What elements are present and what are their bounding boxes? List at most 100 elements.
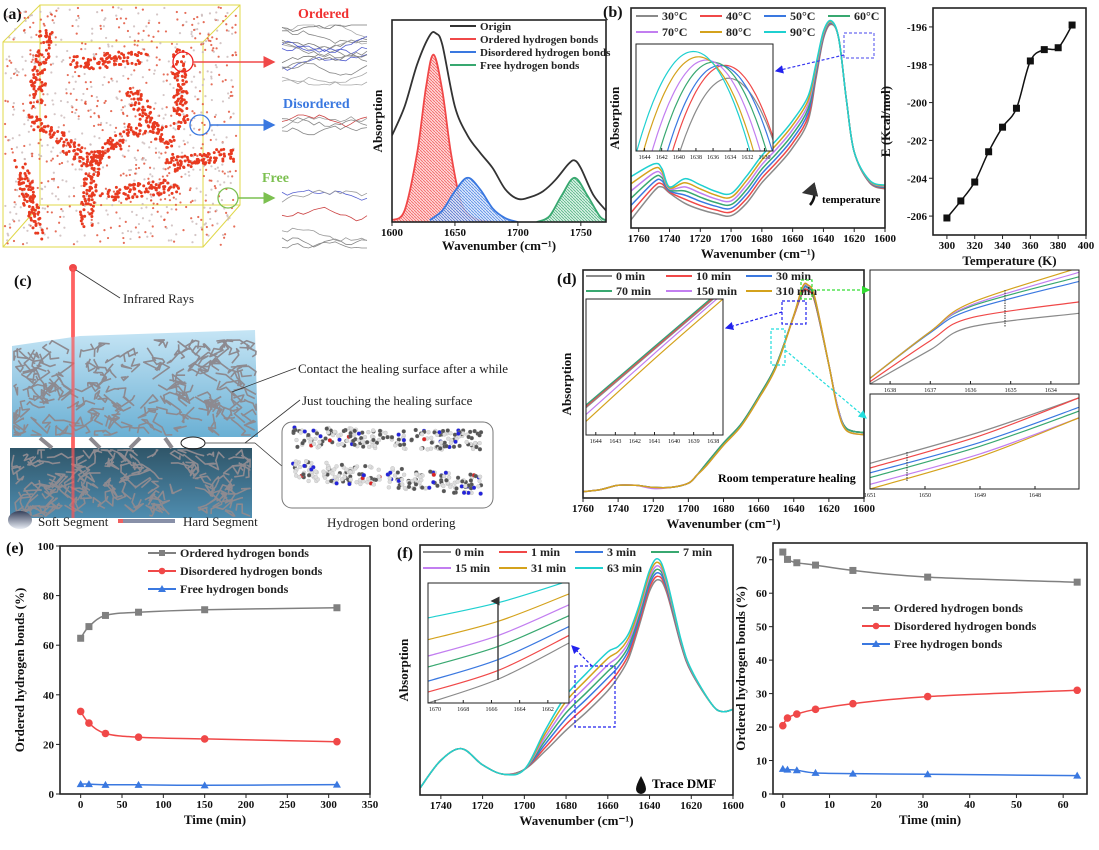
- x-tick-label: 1638: [707, 439, 719, 445]
- x-tick-label: 1740: [658, 233, 681, 245]
- legend-label: Ordered hydrogen bonds: [180, 546, 309, 560]
- simulation-box-image: [2, 4, 276, 248]
- x-tick-label: 1641: [649, 439, 661, 445]
- series-group: [392, 31, 606, 222]
- data-point-circle: [134, 733, 143, 742]
- data-point-circle: [85, 719, 93, 727]
- legend-item: Ordered hydrogen bonds: [862, 601, 1023, 615]
- data-point-square: [971, 178, 979, 186]
- series-group: [870, 270, 1079, 384]
- x-tick-label: 10: [824, 799, 836, 811]
- data-point-square: [783, 555, 791, 563]
- zoom-box: [574, 665, 616, 728]
- y-axis-title: Absorption: [559, 352, 574, 416]
- trace-dmf-annotation: Trace DMF: [652, 776, 716, 791]
- x-tick-label: 1760: [572, 503, 595, 515]
- legend-marker: [159, 550, 165, 556]
- x-axis-title: Wavenumber (cm⁻¹): [666, 516, 780, 531]
- x-tick-label: 1640: [639, 800, 662, 812]
- data-point-triangle: [778, 764, 787, 772]
- x-tick-label: 1640: [783, 503, 806, 515]
- legend-item: Ordered hydrogen bonds: [450, 34, 599, 46]
- data-point-circle: [793, 710, 801, 718]
- legend-label: 70°C: [662, 25, 687, 39]
- data-point-square: [985, 148, 993, 156]
- data-point-square: [812, 561, 820, 569]
- series-line-0: [870, 397, 1079, 464]
- legend-label: 60°C: [854, 9, 879, 23]
- x-axis-title: Wavenumber (cm⁻¹): [519, 813, 633, 828]
- x-tick-label: 150: [196, 799, 213, 811]
- y-tick-label: 40: [756, 655, 768, 667]
- chart-b_inset: 1644 1642 1640 1638 1636 1634 1632 1630: [635, 43, 774, 161]
- area-fill-3: [536, 177, 606, 222]
- legend-item: 1 min: [499, 545, 560, 559]
- legend-marker: [873, 605, 879, 611]
- legend-item: 150 min: [666, 284, 737, 298]
- chart-d_inset_bottom: 1651 1650 1649 1648: [864, 393, 1080, 499]
- panel-label-a: (a): [3, 6, 22, 23]
- legend-item: Disordered hydrogen bonds: [450, 47, 611, 59]
- legend-label: 30 min: [776, 269, 811, 283]
- legend-item: Disordered hydrogen bonds: [862, 619, 1037, 633]
- x-axis-title: Temperature (K): [962, 253, 1056, 268]
- x-tick-label: 200: [238, 799, 255, 811]
- series-line-0: [586, 299, 715, 409]
- series-line-0: [870, 312, 1079, 384]
- data-point-triangle: [76, 780, 85, 788]
- y-tick-label: 10: [756, 756, 768, 768]
- zoom-arrow: [784, 349, 867, 419]
- x-tick-label: 1640: [673, 155, 685, 161]
- x-tick-label: 1660: [597, 800, 620, 812]
- data-point-triangle: [792, 766, 801, 774]
- y-tick-label: -200: [907, 98, 928, 110]
- y-tick-label: 60: [756, 588, 768, 600]
- x-tick-label: 1649: [974, 493, 986, 499]
- legend-label: 310 min: [776, 284, 817, 298]
- x-tick-label: 1720: [472, 800, 495, 812]
- x-tick-label: 1750: [570, 227, 593, 239]
- legend-label: Ordered hydrogen bonds: [480, 34, 599, 46]
- legend-marker: [872, 622, 880, 630]
- legend-label: 7 min: [683, 545, 712, 559]
- x-tick-label: 1620: [680, 800, 703, 812]
- legend-label: Disordered hydrogen bonds: [480, 47, 611, 59]
- data-point-circle: [783, 714, 792, 722]
- plot-area: [773, 543, 1087, 794]
- legend-label: Origin: [480, 21, 511, 33]
- series-line-3: [870, 410, 1079, 479]
- x-tick-label: 1700: [677, 503, 700, 515]
- data-point-triangle: [332, 780, 341, 788]
- x-tick-label: 380: [1050, 240, 1067, 252]
- legend-label: Free hydrogen bonds: [894, 637, 1003, 651]
- plot-frame: [635, 43, 774, 152]
- y-tick-label: -202: [907, 135, 928, 147]
- x-tick-label: 1740: [430, 800, 453, 812]
- soft-segment-label: Soft Segment: [38, 514, 109, 529]
- data-point-square: [1054, 44, 1062, 52]
- data-point-square: [779, 548, 787, 556]
- data-point-square: [201, 606, 209, 614]
- x-tick-label: 1620: [843, 233, 866, 245]
- x-tick-label: 1668: [457, 707, 469, 713]
- data-point-circle: [101, 729, 110, 738]
- legend-label: 40°C: [726, 9, 751, 23]
- x-tick-label: 100: [155, 799, 172, 811]
- x-tick-label: 300: [320, 799, 337, 811]
- legend-label: 63 min: [607, 561, 642, 575]
- x-tick-label: 1650: [444, 227, 467, 239]
- data-point-triangle: [1073, 771, 1082, 779]
- inset-connectors: [490, 32, 1006, 728]
- temperature-annotation: temperature: [822, 194, 881, 206]
- chart-d_inset_top: 1638 1637 1636 1635 1634: [869, 269, 1080, 394]
- data-point-square: [943, 214, 951, 222]
- x-tick-label: 1662: [542, 707, 554, 713]
- data-point-triangle: [200, 781, 209, 789]
- x-tick-label: 1600: [381, 227, 404, 239]
- y-tick-label: -204: [907, 173, 928, 185]
- x-tick-label: 1636: [707, 155, 719, 161]
- y-axis-title: Absorption: [396, 638, 411, 702]
- x-tick-label: 1651: [864, 493, 876, 499]
- legend-label: Free hydrogen bonds: [480, 60, 580, 72]
- chart-f_right: 0 10 20 30 40 50 60 0 10 20 30 40 50 60 70 Time (min) Or…: [733, 542, 1088, 827]
